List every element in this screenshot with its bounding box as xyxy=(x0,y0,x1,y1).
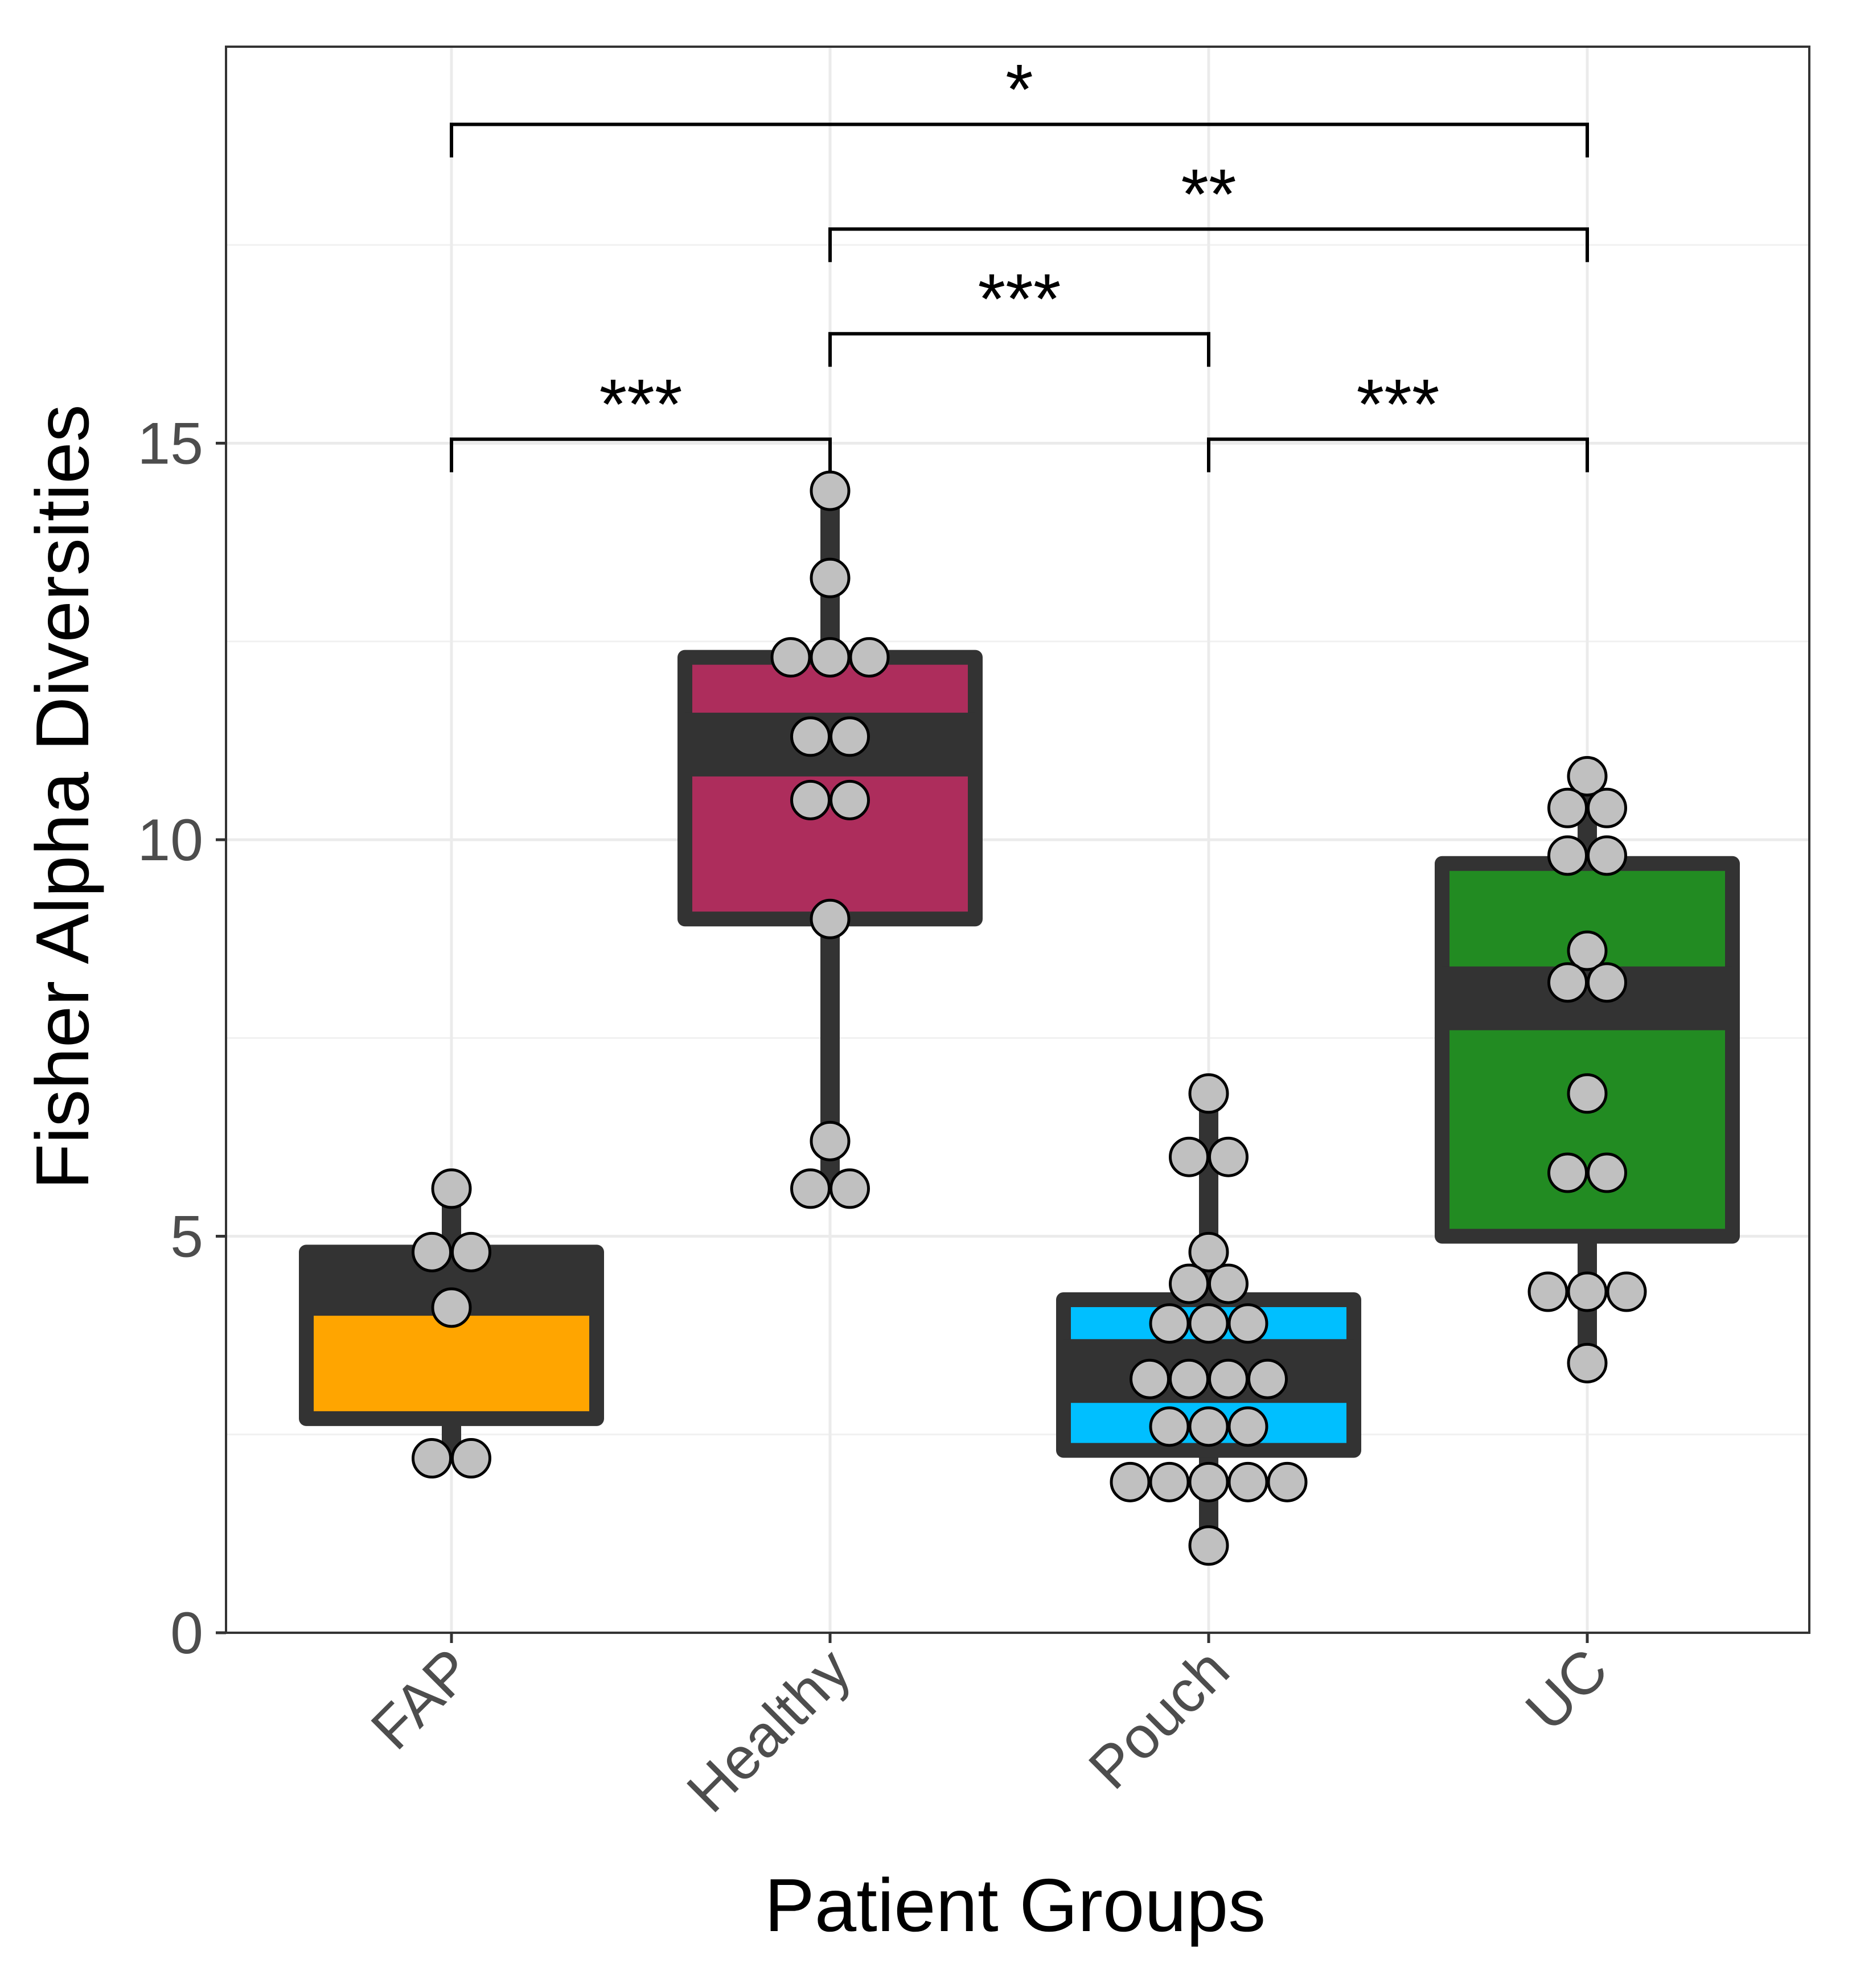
x-axis-title: Patient Groups xyxy=(765,1863,1266,1947)
data-point xyxy=(1227,1303,1268,1344)
data-point xyxy=(1587,835,1627,876)
significance-bracket xyxy=(828,227,1589,262)
significance-label: *** xyxy=(599,365,683,445)
data-point xyxy=(1130,1358,1170,1399)
data-point xyxy=(1587,787,1627,828)
x-tick-label-pouch: Pouch xyxy=(1077,1636,1242,1802)
data-point xyxy=(1149,1406,1190,1447)
data-point xyxy=(1208,1136,1249,1177)
box-uc xyxy=(1435,856,1740,1244)
y-tick-label: 5 xyxy=(170,1204,203,1270)
x-tick-label-healthy: Healthy xyxy=(675,1636,863,1825)
data-point xyxy=(830,1168,870,1209)
y-tick-label: 0 xyxy=(170,1600,203,1666)
data-point xyxy=(1567,930,1608,971)
data-point xyxy=(1547,787,1588,828)
significance-bracket xyxy=(828,332,1210,367)
data-point xyxy=(1567,756,1608,797)
data-point xyxy=(1169,1136,1209,1177)
data-point xyxy=(790,1168,831,1209)
point-layer xyxy=(412,470,1647,1566)
data-point xyxy=(790,716,831,757)
significance-bracket xyxy=(450,122,1589,158)
data-point xyxy=(412,1231,452,1272)
significance-label: *** xyxy=(1357,365,1440,445)
data-point xyxy=(1169,1263,1209,1304)
data-point xyxy=(1188,1461,1229,1502)
y-axis-title: Fisher Alpha Diversities xyxy=(20,404,104,1189)
data-point xyxy=(1606,1271,1647,1312)
data-point xyxy=(1110,1461,1151,1502)
significance-bracket xyxy=(1207,437,1589,473)
data-point xyxy=(810,637,851,678)
data-point xyxy=(849,637,890,678)
data-point xyxy=(412,1438,452,1479)
axis-layer: 0 5 10 15 FAP Healthy Pouch UC xyxy=(137,411,1620,1825)
data-point xyxy=(1149,1461,1190,1502)
data-point xyxy=(790,779,831,820)
data-point xyxy=(451,1231,491,1272)
data-point xyxy=(810,898,851,939)
data-point xyxy=(1169,1358,1209,1399)
data-point xyxy=(830,779,870,820)
data-point xyxy=(1527,1271,1568,1312)
data-point xyxy=(1188,1231,1229,1272)
significance-label: ** xyxy=(1181,155,1236,234)
data-point xyxy=(451,1438,491,1479)
data-point xyxy=(431,1168,472,1209)
data-point xyxy=(1227,1406,1268,1447)
data-point xyxy=(1587,1152,1627,1193)
y-tick-label: 15 xyxy=(137,411,203,477)
data-point xyxy=(1149,1303,1190,1344)
x-tick-label-fap: FAP xyxy=(359,1636,484,1762)
data-point xyxy=(770,637,811,678)
data-point xyxy=(1587,962,1627,1003)
data-point xyxy=(1567,1073,1608,1114)
data-point xyxy=(1188,1525,1229,1566)
data-point xyxy=(1188,1406,1229,1447)
significance-label: * xyxy=(1005,51,1033,130)
box-layer xyxy=(299,491,1740,1546)
data-point xyxy=(1547,962,1588,1003)
data-point xyxy=(810,557,851,598)
data-point xyxy=(1547,835,1588,876)
significance-bracket xyxy=(450,437,832,473)
data-point xyxy=(1567,1342,1608,1383)
data-point xyxy=(1567,1271,1608,1312)
data-point xyxy=(1227,1461,1268,1502)
data-point xyxy=(1188,1073,1229,1114)
data-point xyxy=(1208,1263,1249,1304)
box-healthy xyxy=(677,650,983,927)
data-point xyxy=(1267,1461,1308,1502)
data-point xyxy=(1547,1152,1588,1193)
y-tick-label: 10 xyxy=(137,807,203,873)
data-point xyxy=(1247,1358,1288,1399)
significance-layer: ************ xyxy=(450,51,1589,473)
data-point xyxy=(431,1287,472,1328)
x-tick-label-uc: UC xyxy=(1513,1636,1620,1743)
data-point xyxy=(830,716,870,757)
data-point xyxy=(1188,1303,1229,1344)
data-point xyxy=(1208,1358,1249,1399)
significance-label: *** xyxy=(978,260,1061,339)
data-point xyxy=(810,470,851,511)
data-point xyxy=(810,1120,851,1161)
